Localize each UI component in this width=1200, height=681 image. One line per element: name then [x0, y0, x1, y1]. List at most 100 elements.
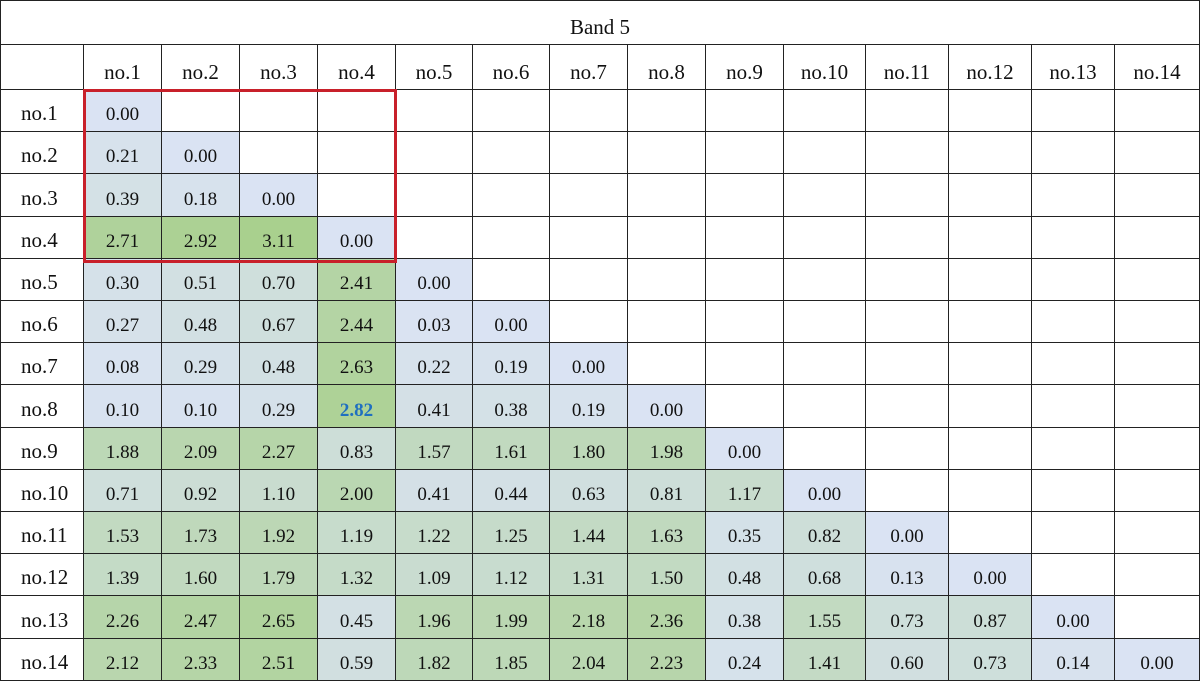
value-cell: 2.18 — [550, 596, 628, 639]
value-cell: 0.00 — [84, 90, 162, 133]
empty-cell — [473, 174, 550, 217]
value-cell: 0.92 — [162, 469, 240, 512]
empty-cell — [396, 216, 473, 259]
empty-cell — [706, 174, 784, 217]
value-cell: 0.00 — [550, 343, 628, 386]
empty-cell — [1032, 132, 1115, 175]
value-cell: 0.48 — [706, 554, 784, 597]
value-cell: 0.19 — [473, 343, 550, 386]
empty-cell — [628, 90, 706, 133]
empty-cell — [1032, 174, 1115, 217]
empty-cell — [706, 301, 784, 344]
row-label: no.2 — [0, 132, 84, 175]
value-cell: 2.63 — [318, 343, 396, 386]
value-cell: 1.88 — [84, 427, 162, 470]
value-cell: 0.82 — [784, 512, 866, 555]
value-cell: 0.38 — [706, 596, 784, 639]
value-cell: 0.22 — [396, 343, 473, 386]
value-cell: 1.12 — [473, 554, 550, 597]
value-cell: 0.45 — [318, 596, 396, 639]
value-cell: 0.13 — [866, 554, 949, 597]
table-title: Band 5 — [0, 0, 1200, 45]
value-cell: 0.71 — [84, 469, 162, 512]
value-cell: 0.41 — [396, 469, 473, 512]
value-cell: 2.41 — [318, 258, 396, 301]
empty-cell — [1032, 216, 1115, 259]
value-cell: 2.09 — [162, 427, 240, 470]
value-cell: 0.00 — [706, 427, 784, 470]
row-label: no.13 — [0, 596, 84, 639]
value-cell: 0.00 — [949, 554, 1032, 597]
value-cell: 0.73 — [866, 596, 949, 639]
value-cell: 3.11 — [240, 216, 318, 259]
empty-cell — [1115, 343, 1200, 386]
value-cell: 0.00 — [162, 132, 240, 175]
empty-cell — [1032, 343, 1115, 386]
value-cell: 0.30 — [84, 258, 162, 301]
value-cell: 2.23 — [628, 638, 706, 681]
empty-cell — [949, 216, 1032, 259]
value-cell: 0.29 — [162, 343, 240, 386]
empty-cell — [784, 258, 866, 301]
row-label: no.3 — [0, 174, 84, 217]
value-cell: 1.92 — [240, 512, 318, 555]
value-cell: 1.19 — [318, 512, 396, 555]
empty-cell — [784, 90, 866, 133]
value-cell: 0.24 — [706, 638, 784, 681]
empty-cell — [949, 301, 1032, 344]
value-cell: 2.51 — [240, 638, 318, 681]
value-cell: 1.39 — [84, 554, 162, 597]
empty-cell — [1032, 427, 1115, 470]
value-cell: 1.10 — [240, 469, 318, 512]
empty-cell — [784, 301, 866, 344]
value-cell: 2.27 — [240, 427, 318, 470]
value-cell: 1.99 — [473, 596, 550, 639]
row-label: no.4 — [0, 216, 84, 259]
value-cell: 0.03 — [396, 301, 473, 344]
empty-cell — [784, 427, 866, 470]
value-cell: 0.27 — [84, 301, 162, 344]
value-cell: 0.10 — [84, 385, 162, 428]
value-cell: 0.73 — [949, 638, 1032, 681]
value-cell: 0.87 — [949, 596, 1032, 639]
value-cell: 2.33 — [162, 638, 240, 681]
empty-cell — [628, 343, 706, 386]
empty-cell — [396, 90, 473, 133]
empty-cell — [396, 132, 473, 175]
empty-cell — [473, 216, 550, 259]
empty-cell — [866, 90, 949, 133]
empty-cell — [550, 132, 628, 175]
value-cell: 0.63 — [550, 469, 628, 512]
value-cell: 1.57 — [396, 427, 473, 470]
value-cell: 0.60 — [866, 638, 949, 681]
value-cell: 2.04 — [550, 638, 628, 681]
value-cell: 2.12 — [84, 638, 162, 681]
value-cell: 0.35 — [706, 512, 784, 555]
row-label: no.12 — [0, 554, 84, 597]
value-cell: 1.80 — [550, 427, 628, 470]
empty-cell — [1032, 385, 1115, 428]
value-cell: 2.26 — [84, 596, 162, 639]
empty-cell — [1115, 216, 1200, 259]
value-cell: 0.68 — [784, 554, 866, 597]
value-cell: 1.79 — [240, 554, 318, 597]
value-cell: 0.39 — [84, 174, 162, 217]
empty-cell — [866, 258, 949, 301]
empty-cell — [1115, 469, 1200, 512]
empty-cell — [784, 132, 866, 175]
row-label: no.6 — [0, 301, 84, 344]
value-cell: 0.00 — [318, 216, 396, 259]
empty-cell — [706, 90, 784, 133]
empty-cell — [866, 301, 949, 344]
empty-cell — [473, 132, 550, 175]
empty-cell — [550, 216, 628, 259]
empty-cell — [1115, 301, 1200, 344]
empty-cell — [1115, 90, 1200, 133]
value-cell: 1.44 — [550, 512, 628, 555]
empty-cell — [706, 216, 784, 259]
value-cell: 1.85 — [473, 638, 550, 681]
empty-cell — [784, 174, 866, 217]
value-cell: 0.48 — [162, 301, 240, 344]
column-header: no.4 — [318, 45, 396, 90]
